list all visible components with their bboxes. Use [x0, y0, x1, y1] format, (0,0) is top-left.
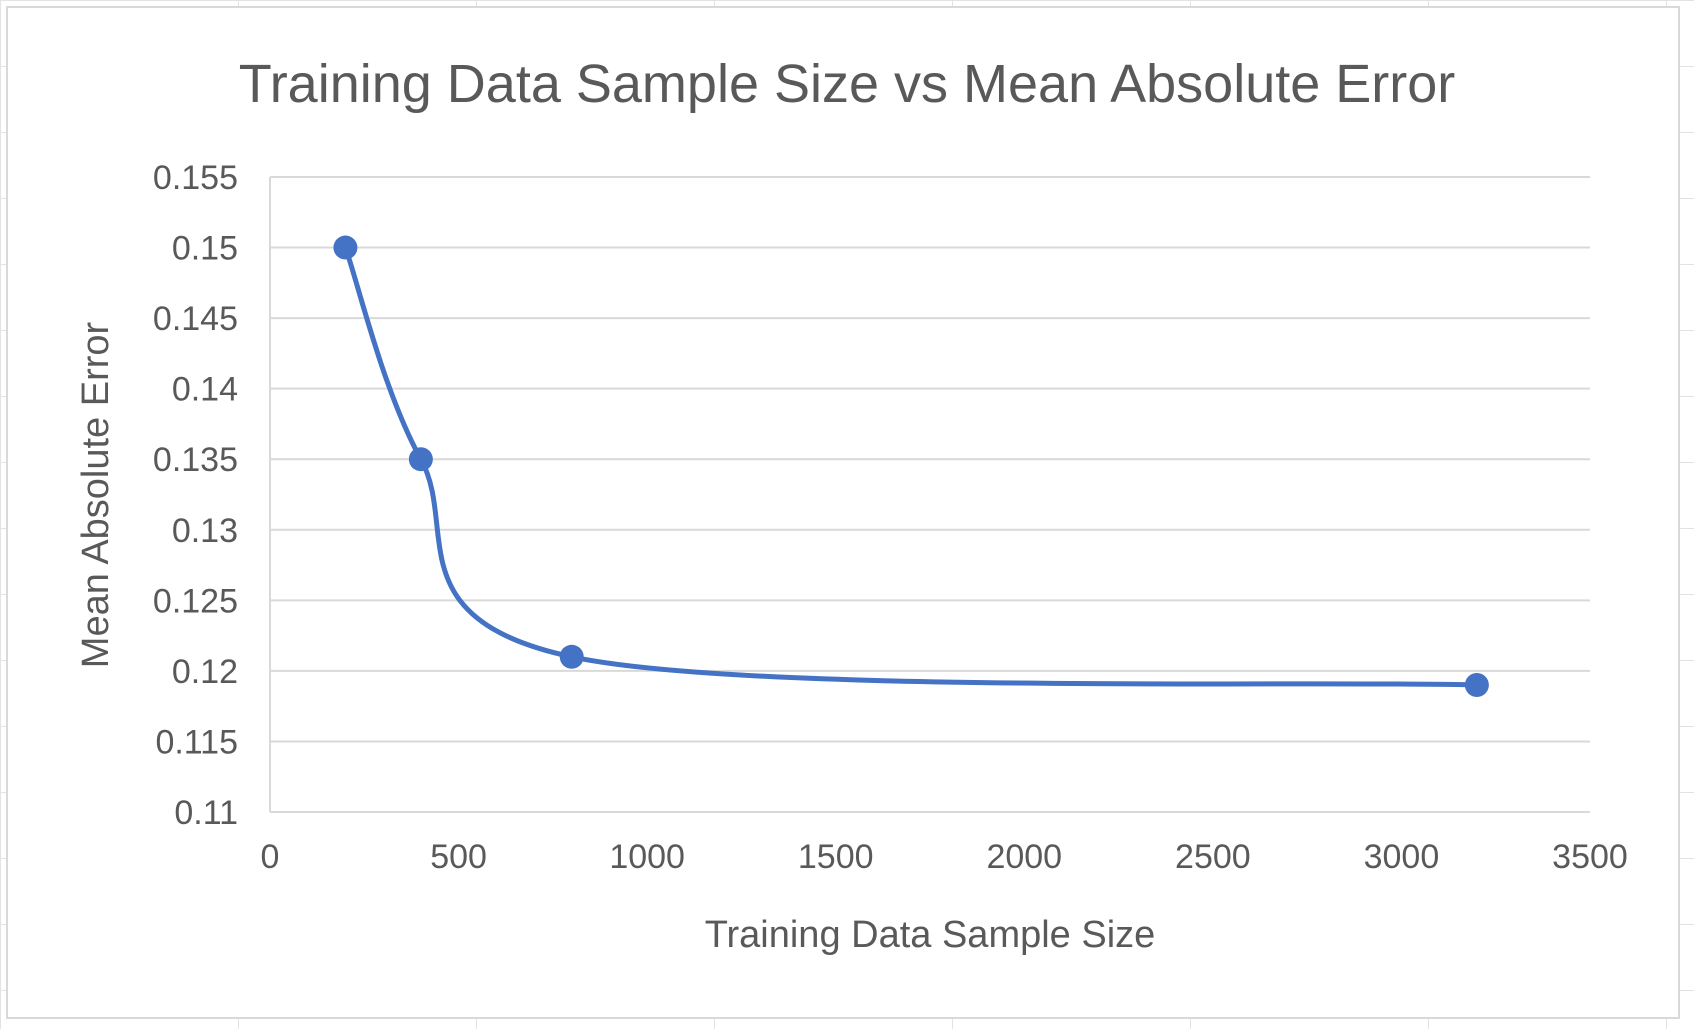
y-tick-label: 0.12 — [172, 653, 238, 691]
axes: 0.11 0.115 0.12 0.125 0.13 0.135 0.14 0.145 0.15… — [153, 159, 1628, 876]
y-tick-label: 0.145 — [153, 300, 238, 338]
data-point-800[interactable] — [559, 644, 584, 669]
x-tick-label: 500 — [430, 838, 487, 876]
x-tick-label: 0 — [261, 838, 280, 876]
y-tick-label: 0.15 — [172, 230, 238, 268]
x-tick-label: 1000 — [609, 838, 685, 876]
x-tick-label: 2000 — [986, 838, 1062, 876]
x-tick-label: 3000 — [1364, 838, 1440, 876]
x-tick-label: 1500 — [798, 838, 874, 876]
series-line — [343, 246, 1477, 688]
y-tick-label: 0.11 — [174, 794, 238, 832]
series-layer — [333, 235, 1489, 697]
chart-area[interactable] — [6, 6, 1680, 1019]
y-tick-label: 0.135 — [153, 441, 238, 479]
y-tick-label: 0.115 — [155, 723, 238, 761]
data-point-200[interactable] — [333, 235, 358, 260]
y-tick-label: 0.14 — [172, 371, 238, 409]
x-tick-label: 3500 — [1552, 838, 1628, 876]
chart-title: Training Data Sample Size vs Mean Absolu… — [239, 54, 1456, 114]
y-tick-label: 0.155 — [153, 159, 238, 197]
y-axis-title: Mean Absolute Error — [75, 321, 117, 668]
x-tick-label: 2500 — [1175, 838, 1251, 876]
y-tick-label: 0.125 — [153, 582, 238, 620]
data-point-3200[interactable] — [1464, 673, 1489, 697]
x-axis-title: Training Data Sample Size — [705, 914, 1156, 956]
data-point-400[interactable] — [408, 447, 433, 472]
y-tick-label: 0.13 — [172, 512, 238, 550]
gridlines — [270, 176, 1590, 743]
